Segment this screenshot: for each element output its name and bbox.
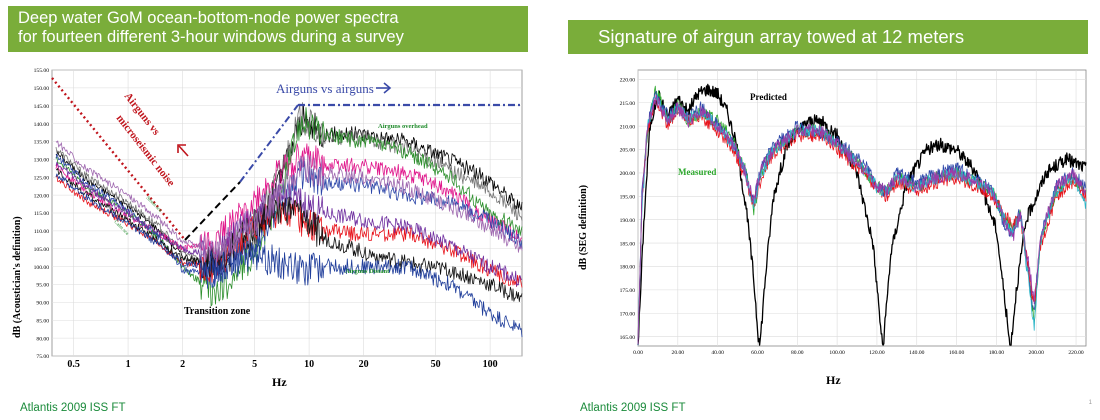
y-tick-label: 115.00 bbox=[34, 211, 49, 217]
x-tick-label: 60.00 bbox=[751, 350, 764, 356]
y-tick-label: 220.00 bbox=[620, 78, 636, 84]
y-tick-label: 130.00 bbox=[34, 158, 50, 164]
right-panel: Signature of airgun array towed at 12 me… bbox=[560, 0, 1100, 420]
series-group bbox=[55, 102, 523, 338]
left-title: Deep water GoM ocean-bottom-node power s… bbox=[18, 9, 404, 47]
x-tick-label: 0.00 bbox=[633, 350, 643, 356]
x-tick-label: 180.00 bbox=[989, 350, 1005, 356]
series-line bbox=[55, 143, 523, 255]
series-group bbox=[637, 83, 1087, 346]
annot-transition-zone: Transition zone bbox=[184, 306, 251, 317]
chart-labels: Predicted Measured Hz dB (SEG definition… bbox=[578, 92, 841, 387]
series-line bbox=[55, 173, 523, 338]
x-tick-label: 0.5 bbox=[67, 359, 80, 370]
y-tick-label: 85.00 bbox=[36, 318, 49, 324]
x-tick-label: 100 bbox=[483, 359, 498, 370]
x-tick-label: 220.00 bbox=[1068, 350, 1084, 356]
y-tick-label: 215.00 bbox=[620, 101, 636, 107]
blue-arrow-head bbox=[383, 82, 392, 94]
airgun-rise-line-black bbox=[184, 181, 241, 241]
x-axis-label: Hz bbox=[826, 373, 841, 387]
x-tick-label: 80.00 bbox=[791, 350, 804, 356]
series-line bbox=[637, 83, 1087, 346]
y-tick-label: 105.00 bbox=[34, 247, 50, 253]
x-tick-label: 120.00 bbox=[869, 350, 885, 356]
y-tick-label: 210.00 bbox=[620, 124, 636, 130]
series-line bbox=[637, 94, 1087, 345]
x-tick-label: 20.00 bbox=[672, 350, 685, 356]
red-arrow-head bbox=[177, 144, 186, 153]
y-tick-label: 200.00 bbox=[620, 171, 636, 177]
right-title: Signature of airgun array towed at 12 me… bbox=[598, 26, 965, 47]
y-tick-label: 150.00 bbox=[34, 86, 50, 92]
y-tick-label: 170.00 bbox=[620, 311, 636, 317]
x-axis-label: Hz bbox=[272, 375, 287, 389]
airgun-rise-line-blue bbox=[239, 104, 299, 183]
right-title-banner: Signature of airgun array towed at 12 me… bbox=[568, 20, 1088, 54]
x-tick-label: 1 bbox=[126, 359, 131, 370]
x-tick-label: 10 bbox=[304, 359, 314, 370]
x-tick-label: 2 bbox=[180, 359, 185, 370]
annot-airguns-distant: Airguns Distant bbox=[345, 268, 390, 275]
left-title-line2: for fourteen different 3-hour windows du… bbox=[18, 28, 404, 46]
x-tick-label: 50 bbox=[431, 359, 441, 370]
y-tick-label: 155.00 bbox=[34, 68, 50, 74]
series-line bbox=[55, 102, 523, 276]
annot-measured: Measured bbox=[678, 167, 716, 177]
series-line bbox=[55, 161, 523, 287]
x-tick-label: 140.00 bbox=[909, 350, 925, 356]
series-line bbox=[55, 140, 523, 268]
y-tick-label: 90.00 bbox=[36, 301, 49, 307]
x-tick-label: 160.00 bbox=[949, 350, 965, 356]
series-line bbox=[55, 168, 523, 302]
x-tick-label: 5 bbox=[252, 359, 257, 370]
y-tick-label: 165.00 bbox=[620, 335, 636, 341]
right-footer: Atlantis 2009 ISS FT bbox=[580, 402, 686, 414]
series-line bbox=[55, 107, 523, 307]
left-title-line1: Deep water GoM ocean-bottom-node power s… bbox=[18, 9, 399, 27]
annot-predicted: Predicted bbox=[750, 92, 787, 102]
y-tick-label: 205.00 bbox=[620, 148, 636, 154]
x-tick-label: 20 bbox=[359, 359, 369, 370]
y-tick-label: 125.00 bbox=[34, 175, 50, 181]
annot-airguns-overhead: Airguns overhead bbox=[378, 123, 428, 130]
y-tick-label: 135.00 bbox=[34, 140, 50, 146]
page-number: 1 bbox=[1088, 400, 1092, 406]
annotation-lines bbox=[51, 77, 522, 241]
red-arrow-shaft bbox=[178, 145, 189, 157]
y-tick-label: 110.00 bbox=[34, 229, 49, 235]
y-tick-label: 145.00 bbox=[34, 104, 50, 110]
y-tick-label: 185.00 bbox=[620, 241, 636, 247]
y-tick-label: 140.00 bbox=[34, 122, 50, 128]
y-tick-label: 80.00 bbox=[36, 336, 49, 342]
y-axis-label: dB (SEG definition) bbox=[578, 185, 589, 270]
airgun-signature-chart: 165.00 170.00 175.00 180.00 185.00 190.00 195.… bbox=[578, 69, 1087, 387]
power-spectra-chart: 75.0080.0085.0090.0095.00100.00105.00110… bbox=[12, 68, 523, 389]
grid: 75.0080.0085.0090.0095.00100.00105.00110… bbox=[34, 68, 523, 370]
left-footer: Atlantis 2009 ISS FT bbox=[20, 402, 126, 414]
y-tick-label: 190.00 bbox=[620, 218, 636, 224]
left-title-banner: Deep water GoM ocean-bottom-node power s… bbox=[8, 6, 528, 52]
y-tick-label: 180.00 bbox=[620, 265, 636, 271]
x-tick-label: 40.00 bbox=[711, 350, 724, 356]
x-tick-label: 200.00 bbox=[1029, 350, 1045, 356]
y-tick-label: 195.00 bbox=[620, 195, 636, 201]
series-line bbox=[55, 153, 523, 289]
y-tick-label: 175.00 bbox=[620, 288, 636, 294]
y-axis-label: dB (Acoustician's definition) bbox=[12, 216, 23, 338]
annot-airguns-vs-airguns: Airguns vs airguns bbox=[276, 81, 374, 96]
y-tick-label: 95.00 bbox=[36, 283, 49, 289]
series-line bbox=[55, 105, 523, 279]
y-tick-label: 75.00 bbox=[36, 354, 49, 360]
x-tick-label: 100.00 bbox=[829, 350, 845, 356]
y-tick-label: 120.00 bbox=[34, 193, 50, 199]
y-tick-label: 100.00 bbox=[34, 265, 50, 271]
left-panel: Deep water GoM ocean-bottom-node power s… bbox=[0, 0, 540, 420]
